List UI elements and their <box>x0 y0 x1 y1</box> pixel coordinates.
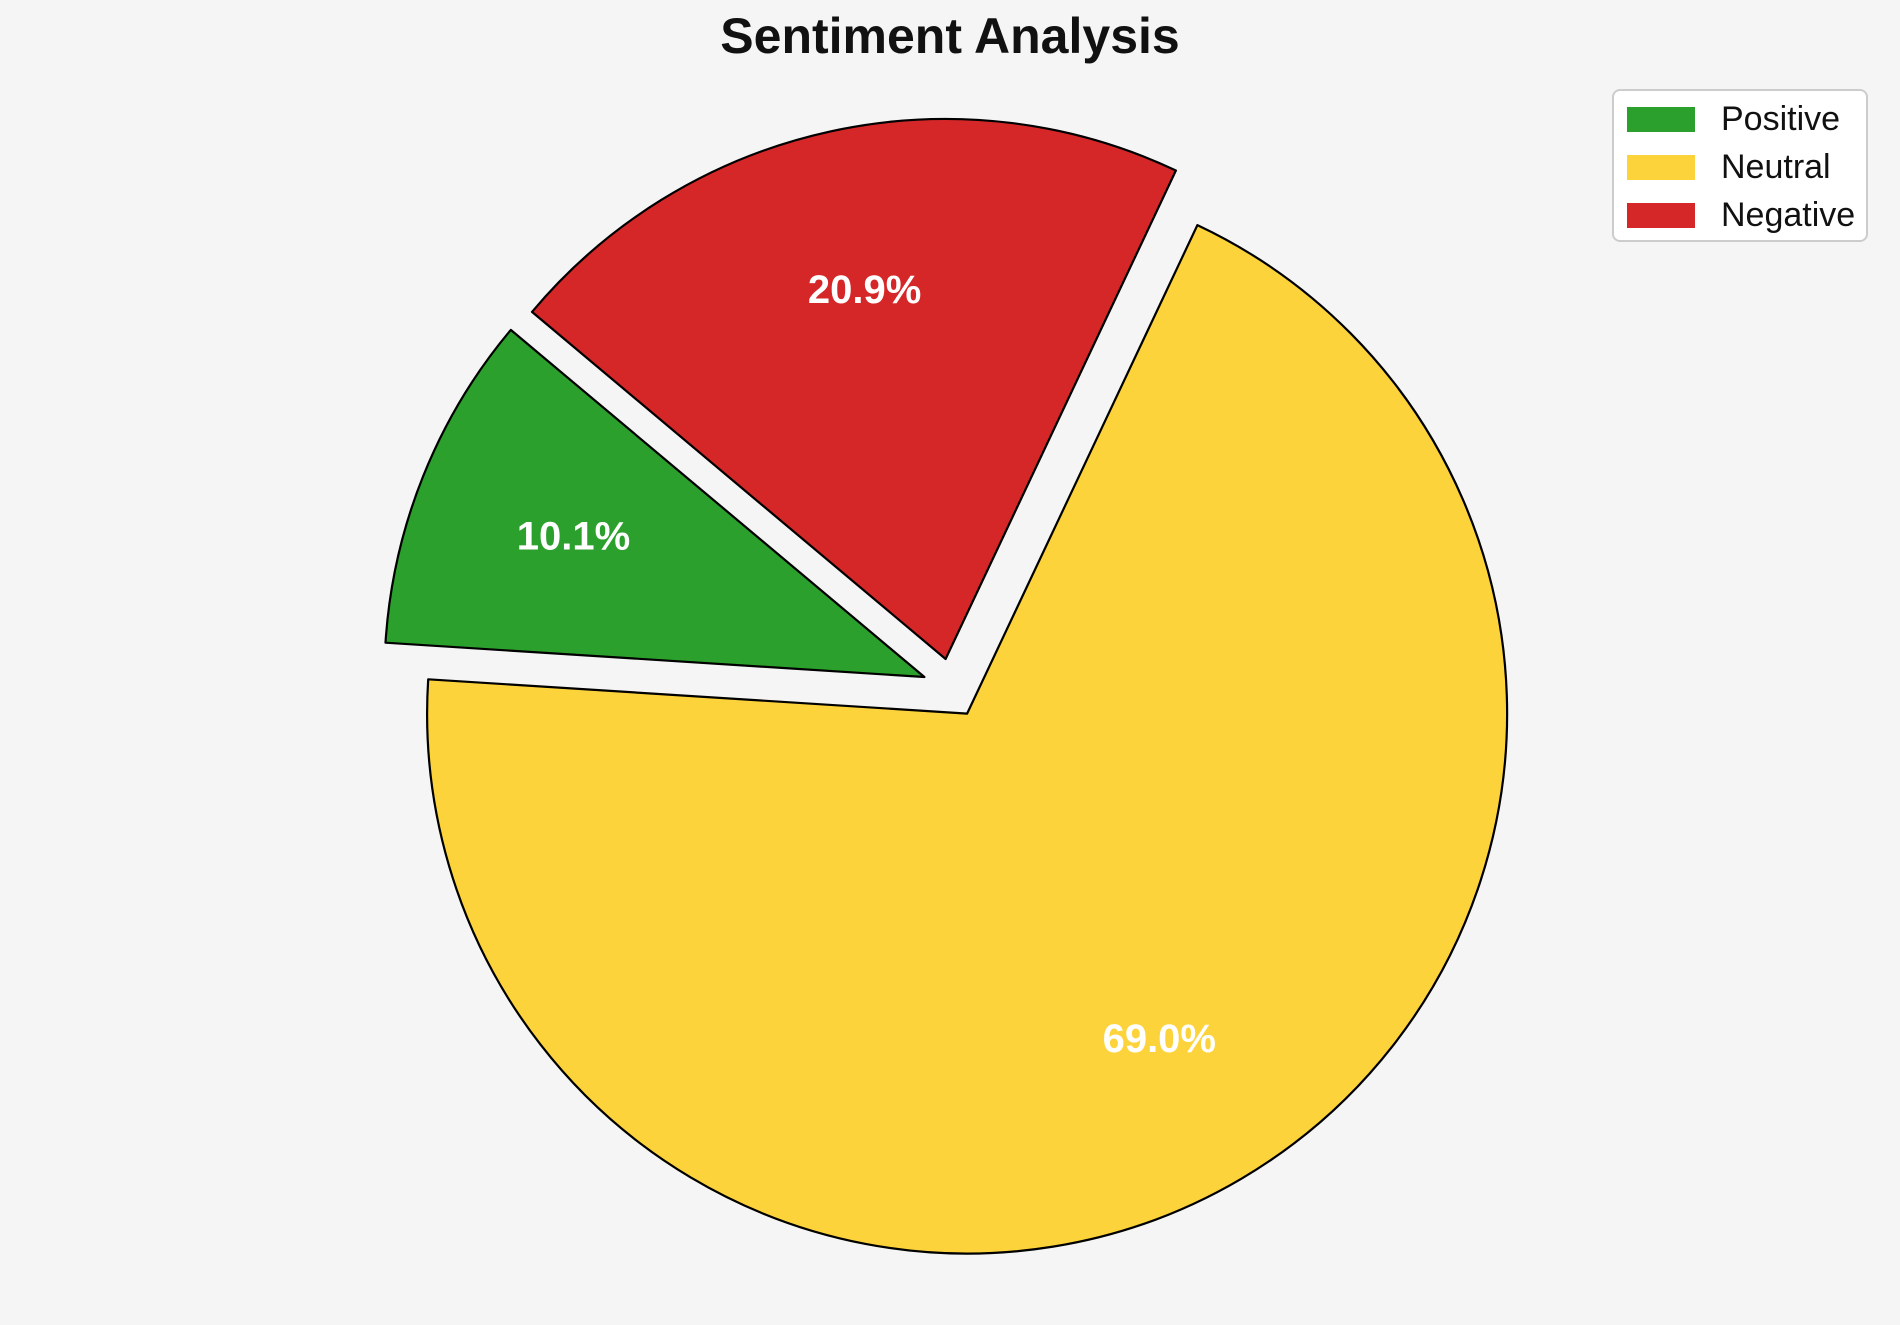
legend-label-negative: Negative <box>1721 195 1856 234</box>
pct-label-negative: 20.9% <box>808 268 921 312</box>
pie-slice-neutral <box>426 224 1509 1255</box>
legend: Positive Neutral Negative <box>1612 89 1868 242</box>
legend-label-positive: Positive <box>1721 99 1841 138</box>
pie-slice-negative <box>530 117 1177 661</box>
legend-swatch-neutral-icon <box>1627 154 1695 180</box>
legend-swatch-negative-icon <box>1627 202 1695 228</box>
pct-label-positive: 10.1% <box>517 515 630 559</box>
chart-title: Sentiment Analysis <box>720 8 1180 64</box>
legend-label-neutral: Neutral <box>1721 147 1831 186</box>
legend-item-negative: Negative <box>1627 191 1866 239</box>
legend-swatch-positive-icon <box>1627 106 1695 132</box>
legend-item-neutral: Neutral <box>1627 143 1866 191</box>
legend-item-positive: Positive <box>1627 95 1866 143</box>
pie-slice-positive <box>384 328 926 679</box>
pct-label-neutral: 69.0% <box>1103 1017 1216 1061</box>
